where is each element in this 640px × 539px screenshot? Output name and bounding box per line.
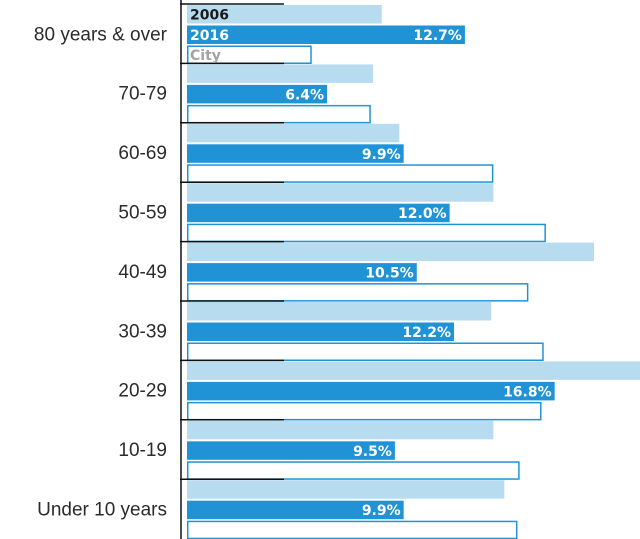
bar-2016-20-29 xyxy=(187,381,555,401)
bar-2006-10-19 xyxy=(187,420,494,440)
bar-city-10-19 xyxy=(187,461,520,480)
bar-2016-30-39 xyxy=(187,322,454,341)
bar-city-20-29 xyxy=(187,401,542,421)
bar-2016-80-years-over xyxy=(187,25,465,44)
bar-2016-40-49 xyxy=(187,263,417,282)
bar-city-60-69 xyxy=(187,164,494,183)
bar-2006-80-years-over xyxy=(187,5,382,24)
category-label-60-69: 60-69 xyxy=(118,143,167,164)
bar-2016-under-10-years xyxy=(187,500,404,520)
category-label-70-79: 70-79 xyxy=(118,84,167,105)
value-label-50-59: 12.0% xyxy=(398,206,447,222)
category-label-under-10-years: Under 10 years xyxy=(37,499,167,520)
category-label-10-19: 10-19 xyxy=(118,440,167,461)
legend-city: City xyxy=(190,48,221,64)
bar-2006-30-39 xyxy=(187,302,492,321)
legend-2006: 2006 xyxy=(190,8,229,24)
bar-2006-50-59 xyxy=(187,183,494,202)
category-label-40-49: 40-49 xyxy=(118,262,167,283)
bar-2006-60-69 xyxy=(187,123,400,143)
bar-2016-10-19 xyxy=(187,441,395,460)
value-label-80-years-over: 12.7% xyxy=(413,28,462,44)
bar-2016-70-79 xyxy=(187,84,328,104)
category-label-20-29: 20-29 xyxy=(118,381,167,402)
value-label-30-39: 12.2% xyxy=(402,325,451,341)
bar-2016-50-59 xyxy=(187,203,450,223)
value-label-40-49: 10.5% xyxy=(365,266,414,282)
category-label-30-39: 30-39 xyxy=(118,321,167,342)
bar-city-50-59 xyxy=(187,223,546,243)
bar-2006-under-10-years xyxy=(187,480,505,499)
bar-city-30-39 xyxy=(187,342,544,361)
value-label-under-10-years: 9.9% xyxy=(362,503,401,519)
bar-2006-70-79 xyxy=(187,64,374,83)
bar-2006-20-29 xyxy=(187,361,640,380)
value-label-20-29: 16.8% xyxy=(503,384,552,400)
bar-city-40-49 xyxy=(187,283,529,302)
bar-2006-40-49 xyxy=(187,242,595,262)
legend-2016: 2016 xyxy=(190,28,229,44)
value-label-70-79: 6.4% xyxy=(285,87,324,103)
category-label-80-years-over: 80 years & over xyxy=(34,24,168,45)
category-label-50-59: 50-59 xyxy=(118,202,167,223)
bar-city-under-10-years xyxy=(187,520,518,539)
value-label-60-69: 9.9% xyxy=(362,147,401,163)
bar-city-70-79 xyxy=(187,104,371,124)
value-label-10-19: 9.5% xyxy=(353,444,392,460)
bar-2016-60-69 xyxy=(187,144,404,163)
